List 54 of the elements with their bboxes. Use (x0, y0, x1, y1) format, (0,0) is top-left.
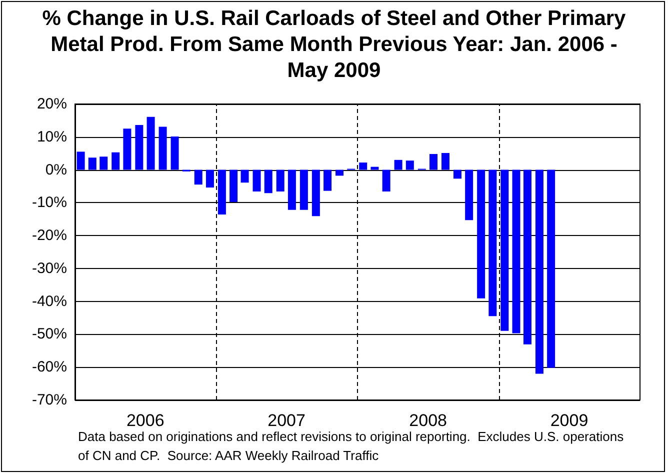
bar (429, 154, 438, 170)
bar (535, 170, 544, 374)
bar (441, 153, 450, 170)
x-tick-label: 2008 (409, 411, 447, 430)
bar (100, 156, 108, 170)
y-tick-label: -60% (32, 358, 67, 376)
chart-title: % Change in U.S. Rail Carloads of Steel and Other Primary Metal Prod. From Same Month Previous Year: Jan. 2006 - May 2009 (41, 6, 627, 84)
bar (252, 170, 261, 192)
bar (194, 170, 202, 185)
bar (488, 170, 497, 316)
bar (477, 170, 486, 298)
bar (276, 170, 284, 192)
text: Data based on originations and reflect revisions to original reporting. Excludes U.S. operations of CN and CP. Source: AAR Weekly Railroad Traffic (78, 428, 625, 465)
x-tick-label: 2009 (550, 411, 588, 430)
bar (324, 170, 332, 191)
bar (146, 116, 155, 170)
bar (300, 170, 308, 210)
y-tick-label: 20% (36, 96, 67, 112)
bar (206, 170, 214, 188)
y-tick-label: -10% (32, 194, 67, 212)
bar (547, 170, 556, 368)
bar (312, 170, 320, 216)
y-tick-label: -20% (32, 227, 67, 244)
bar (336, 170, 344, 176)
bar (230, 170, 238, 202)
x-tick-label: 2007 (268, 411, 306, 430)
bar (394, 160, 402, 170)
bar (500, 170, 509, 331)
bar (465, 170, 474, 220)
bar (170, 136, 179, 170)
bar (264, 170, 272, 194)
bar (123, 128, 132, 170)
bar (359, 162, 368, 170)
bar (406, 160, 414, 170)
bar (512, 170, 520, 334)
bar (76, 152, 85, 170)
bar (370, 166, 379, 170)
bar (158, 126, 167, 170)
bar (288, 170, 296, 210)
y-tick-label: -40% (32, 292, 67, 310)
bar (240, 170, 249, 183)
bar (382, 170, 390, 192)
y-tick-label: -70% (32, 392, 67, 408)
y-tick-label: -30% (32, 260, 67, 277)
x-tick-label: 2006 (126, 411, 164, 430)
y-tick-label: -50% (32, 326, 67, 343)
bar (523, 170, 532, 344)
bar (112, 152, 120, 170)
y-tick-label: 0% (45, 161, 67, 178)
bar (453, 170, 462, 179)
y-tick-label: 10% (36, 128, 67, 146)
bar (135, 125, 144, 170)
bar (218, 170, 226, 215)
bar (88, 158, 96, 170)
